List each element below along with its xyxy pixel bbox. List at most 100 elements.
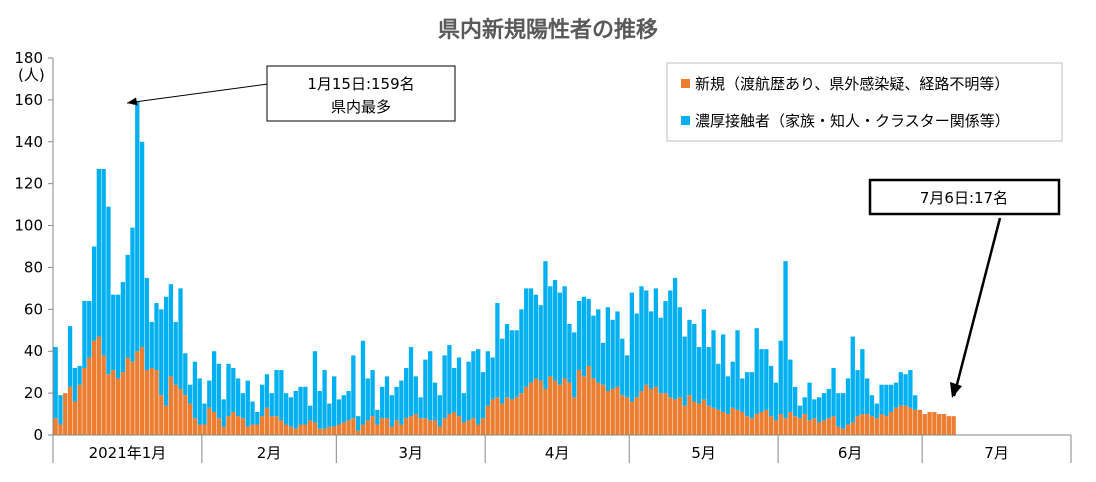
bar-new xyxy=(288,426,294,435)
bar-contact xyxy=(418,397,423,419)
bar-contact xyxy=(865,378,870,415)
bar-new xyxy=(72,401,78,435)
bar-new xyxy=(125,357,130,435)
bar-contact xyxy=(783,261,788,419)
bar-new xyxy=(706,405,711,435)
bar-new xyxy=(639,391,644,435)
bar-new xyxy=(197,424,202,435)
bar-new xyxy=(504,397,510,435)
bar-contact xyxy=(576,300,582,371)
bar-contact xyxy=(893,382,899,408)
bar-contact xyxy=(807,382,812,421)
y-axis-ticks: 0 20 40 60 80 100 120 140 160 180 xyxy=(14,49,43,444)
month-label: 4月 xyxy=(545,444,570,462)
bar-new xyxy=(581,376,587,435)
bar-contact xyxy=(730,361,735,408)
bar-contact xyxy=(144,277,150,371)
bar-contact xyxy=(557,292,562,385)
bar-contact xyxy=(312,351,318,423)
bar-new xyxy=(908,407,913,435)
bar-contact xyxy=(874,403,879,419)
bar-contact xyxy=(898,372,903,406)
bar-contact xyxy=(332,376,337,427)
bar-new xyxy=(298,424,303,435)
bar-contact xyxy=(913,395,918,410)
bar-contact xyxy=(476,349,481,425)
bar-new xyxy=(917,409,923,435)
latest-callout: 7月6日:17名 xyxy=(868,178,1061,398)
bar-contact xyxy=(240,393,246,419)
bar-new xyxy=(514,397,519,435)
bar-contact xyxy=(269,393,274,417)
bar-new xyxy=(807,420,812,435)
bar-new xyxy=(63,393,68,435)
bar-contact xyxy=(96,169,102,337)
bar-new xyxy=(447,414,452,435)
bar-new xyxy=(168,376,174,435)
bar-new xyxy=(187,403,193,435)
bar-contact xyxy=(250,401,255,425)
bar-new xyxy=(716,409,721,435)
bar-contact xyxy=(394,386,399,421)
month-label: 2月 xyxy=(257,444,282,462)
bar-new xyxy=(408,416,414,435)
bar-new xyxy=(211,411,217,435)
bar-new xyxy=(456,416,462,435)
peak-callout-arrow xyxy=(126,83,269,104)
y-tick-label: 20 xyxy=(24,384,43,402)
bar-new xyxy=(115,378,121,435)
bar-new xyxy=(759,411,764,435)
bar-contact xyxy=(58,395,63,425)
bar-contact xyxy=(187,384,193,404)
bar-contact xyxy=(216,363,222,419)
y-tick-label: 140 xyxy=(14,133,43,151)
bar-new xyxy=(341,422,346,435)
bar-new xyxy=(360,424,366,435)
bar-contact xyxy=(360,340,366,425)
bar-contact xyxy=(548,286,553,377)
bar-new xyxy=(817,422,822,435)
bar-new xyxy=(476,424,481,435)
bar-new xyxy=(524,386,529,435)
bar-contact xyxy=(120,282,126,373)
bar-contact xyxy=(447,344,452,415)
bar-new xyxy=(159,395,164,435)
bar-contact xyxy=(509,330,514,400)
bar-new xyxy=(749,418,755,435)
bar-contact xyxy=(139,141,145,348)
bar-new xyxy=(303,424,308,435)
bar-contact xyxy=(91,246,97,341)
bar-contact xyxy=(384,376,390,419)
bar-contact xyxy=(154,303,159,371)
bar-contact xyxy=(317,391,322,429)
bar-contact xyxy=(202,403,207,425)
bar-contact xyxy=(855,370,860,417)
bar-new xyxy=(77,384,82,435)
bar-new xyxy=(528,382,534,435)
peak-callout-box xyxy=(266,65,456,122)
bar-contact xyxy=(759,349,764,412)
bar-contact xyxy=(327,403,332,427)
bar-contact xyxy=(889,384,894,412)
bar-new xyxy=(620,395,625,435)
bar-new xyxy=(144,370,150,435)
bar-contact xyxy=(346,391,351,421)
bar-new xyxy=(293,428,298,435)
bar-new xyxy=(317,428,322,435)
bar-new xyxy=(879,414,884,435)
bar-contact xyxy=(528,288,534,383)
bar-new xyxy=(250,424,255,435)
bar-new xyxy=(226,416,231,435)
bar-contact xyxy=(437,395,442,427)
bar-new xyxy=(768,416,774,435)
bar-contact xyxy=(245,380,250,427)
bar-contact xyxy=(389,395,394,427)
bar-new xyxy=(221,426,226,435)
bar-contact xyxy=(408,347,414,417)
bar-new xyxy=(836,426,841,435)
bar-contact xyxy=(130,227,135,362)
bar-contact xyxy=(221,399,226,427)
bar-contact xyxy=(149,321,154,368)
bar-new xyxy=(351,418,356,435)
